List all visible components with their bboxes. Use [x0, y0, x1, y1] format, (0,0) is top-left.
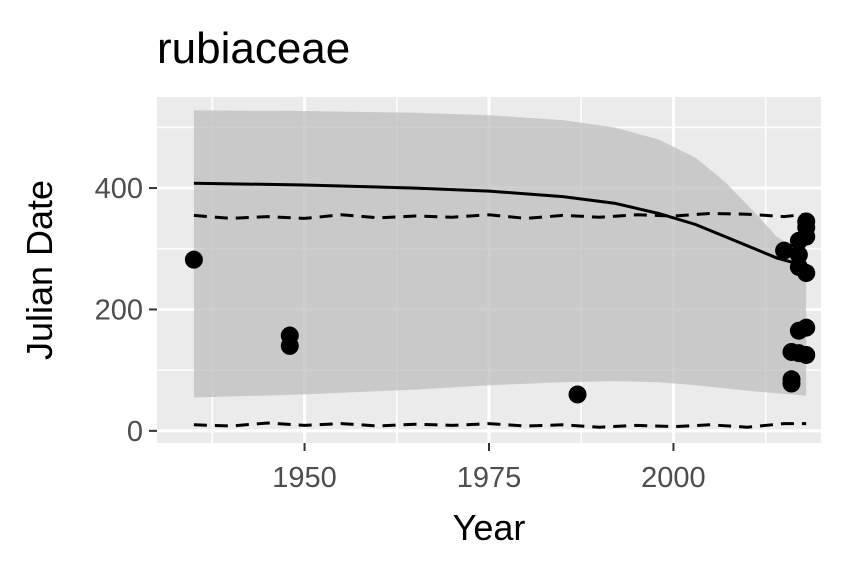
x-tick-label: 1950 — [272, 462, 337, 494]
data-point — [797, 264, 816, 283]
x-tick-label: 2000 — [641, 462, 706, 494]
data-point — [568, 385, 587, 404]
y-tick-label: 400 — [95, 173, 143, 205]
data-point — [797, 227, 816, 246]
y-tick-label: 0 — [127, 416, 143, 448]
y-axis: 0 200 400 — [95, 173, 157, 448]
data-point — [775, 241, 794, 260]
data-point — [797, 318, 816, 337]
data-point — [280, 336, 299, 355]
data-point — [782, 374, 801, 393]
data-point — [797, 345, 816, 364]
trend-line — [193, 181, 807, 268]
x-axis: 1950 1975 2000 — [272, 443, 706, 494]
data-point — [184, 250, 203, 269]
confidence-ribbon — [193, 110, 807, 398]
data-points — [184, 212, 816, 404]
y-axis-title: Julian Date — [19, 180, 60, 360]
y-tick-label: 200 — [95, 294, 143, 326]
x-axis-title: Year — [453, 507, 526, 548]
x-tick-label: 1975 — [457, 462, 522, 494]
chart-title: rubiaceae — [157, 24, 350, 73]
